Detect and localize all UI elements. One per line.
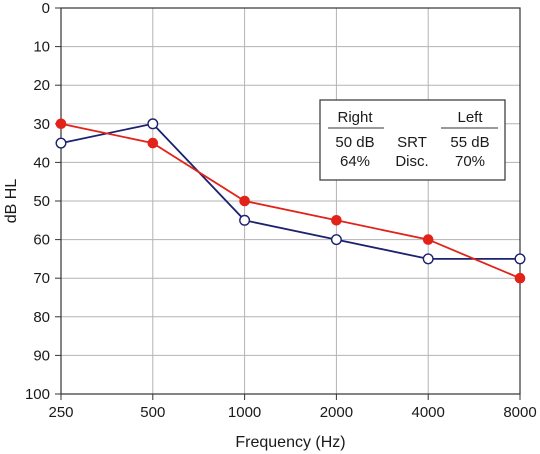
right-point: [239, 214, 251, 226]
legend-left-disc: 70%: [455, 153, 485, 170]
legend-srt-label: SRT: [397, 134, 427, 151]
y-tick-label: 10: [33, 39, 50, 56]
legend-disc-label: Disc.: [395, 153, 428, 170]
y-axis-ticks: 0 10 20 30 40 50 60 70 80 90 100: [25, 0, 61, 403]
right-point: [422, 253, 434, 265]
right-point: [330, 234, 342, 246]
y-tick-label: 20: [33, 77, 50, 94]
right-point: [147, 118, 159, 130]
legend-frame: [319, 99, 506, 181]
right-series-line: [60, 122, 520, 260]
left-point: [55, 118, 67, 130]
y-tick-label: 90: [33, 347, 50, 364]
legend-left-srt: 55 dB: [450, 134, 489, 151]
legend-table: Right Left 50 dB SRT 55 dB 64% Disc. 70%: [319, 99, 506, 181]
x-tick-label: 4000: [412, 404, 445, 421]
x-tick-label: 500: [140, 404, 165, 421]
legend-right-srt: 50 dB: [335, 134, 374, 151]
left-point: [422, 234, 434, 245]
legend-left-header: Left: [457, 109, 483, 126]
x-axis-ticks: 250 500 1000 2000 4000 8000: [48, 394, 537, 421]
y-tick-label: 0: [42, 0, 50, 17]
x-tick-label: 250: [48, 404, 73, 421]
right-point: [514, 253, 526, 265]
y-tick-label: 50: [33, 193, 50, 210]
y-tick-label: 60: [33, 232, 50, 249]
legend-right-disc: 64%: [340, 153, 370, 170]
left-point: [239, 195, 250, 207]
left-point: [331, 215, 342, 226]
x-axis-label: Frequency (Hz): [235, 434, 345, 451]
x-tick-label: 2000: [320, 404, 353, 421]
series-layer: [55, 118, 526, 284]
y-tick-label: 70: [33, 270, 50, 287]
grid: [60, 7, 521, 395]
legend-right-header: Right: [337, 109, 373, 126]
left-series-line: [60, 122, 521, 280]
left-point: [514, 272, 526, 284]
left-point: [147, 137, 159, 149]
y-axis-label: dB HL: [3, 179, 20, 224]
x-tick-label: 8000: [503, 404, 536, 421]
y-tick-label: 30: [33, 116, 50, 133]
right-point: [55, 137, 67, 149]
y-tick-label: 40: [33, 154, 50, 171]
x-tick-label: 1000: [228, 404, 261, 421]
y-tick-label: 100: [25, 386, 50, 403]
y-tick-label: 80: [33, 309, 50, 326]
